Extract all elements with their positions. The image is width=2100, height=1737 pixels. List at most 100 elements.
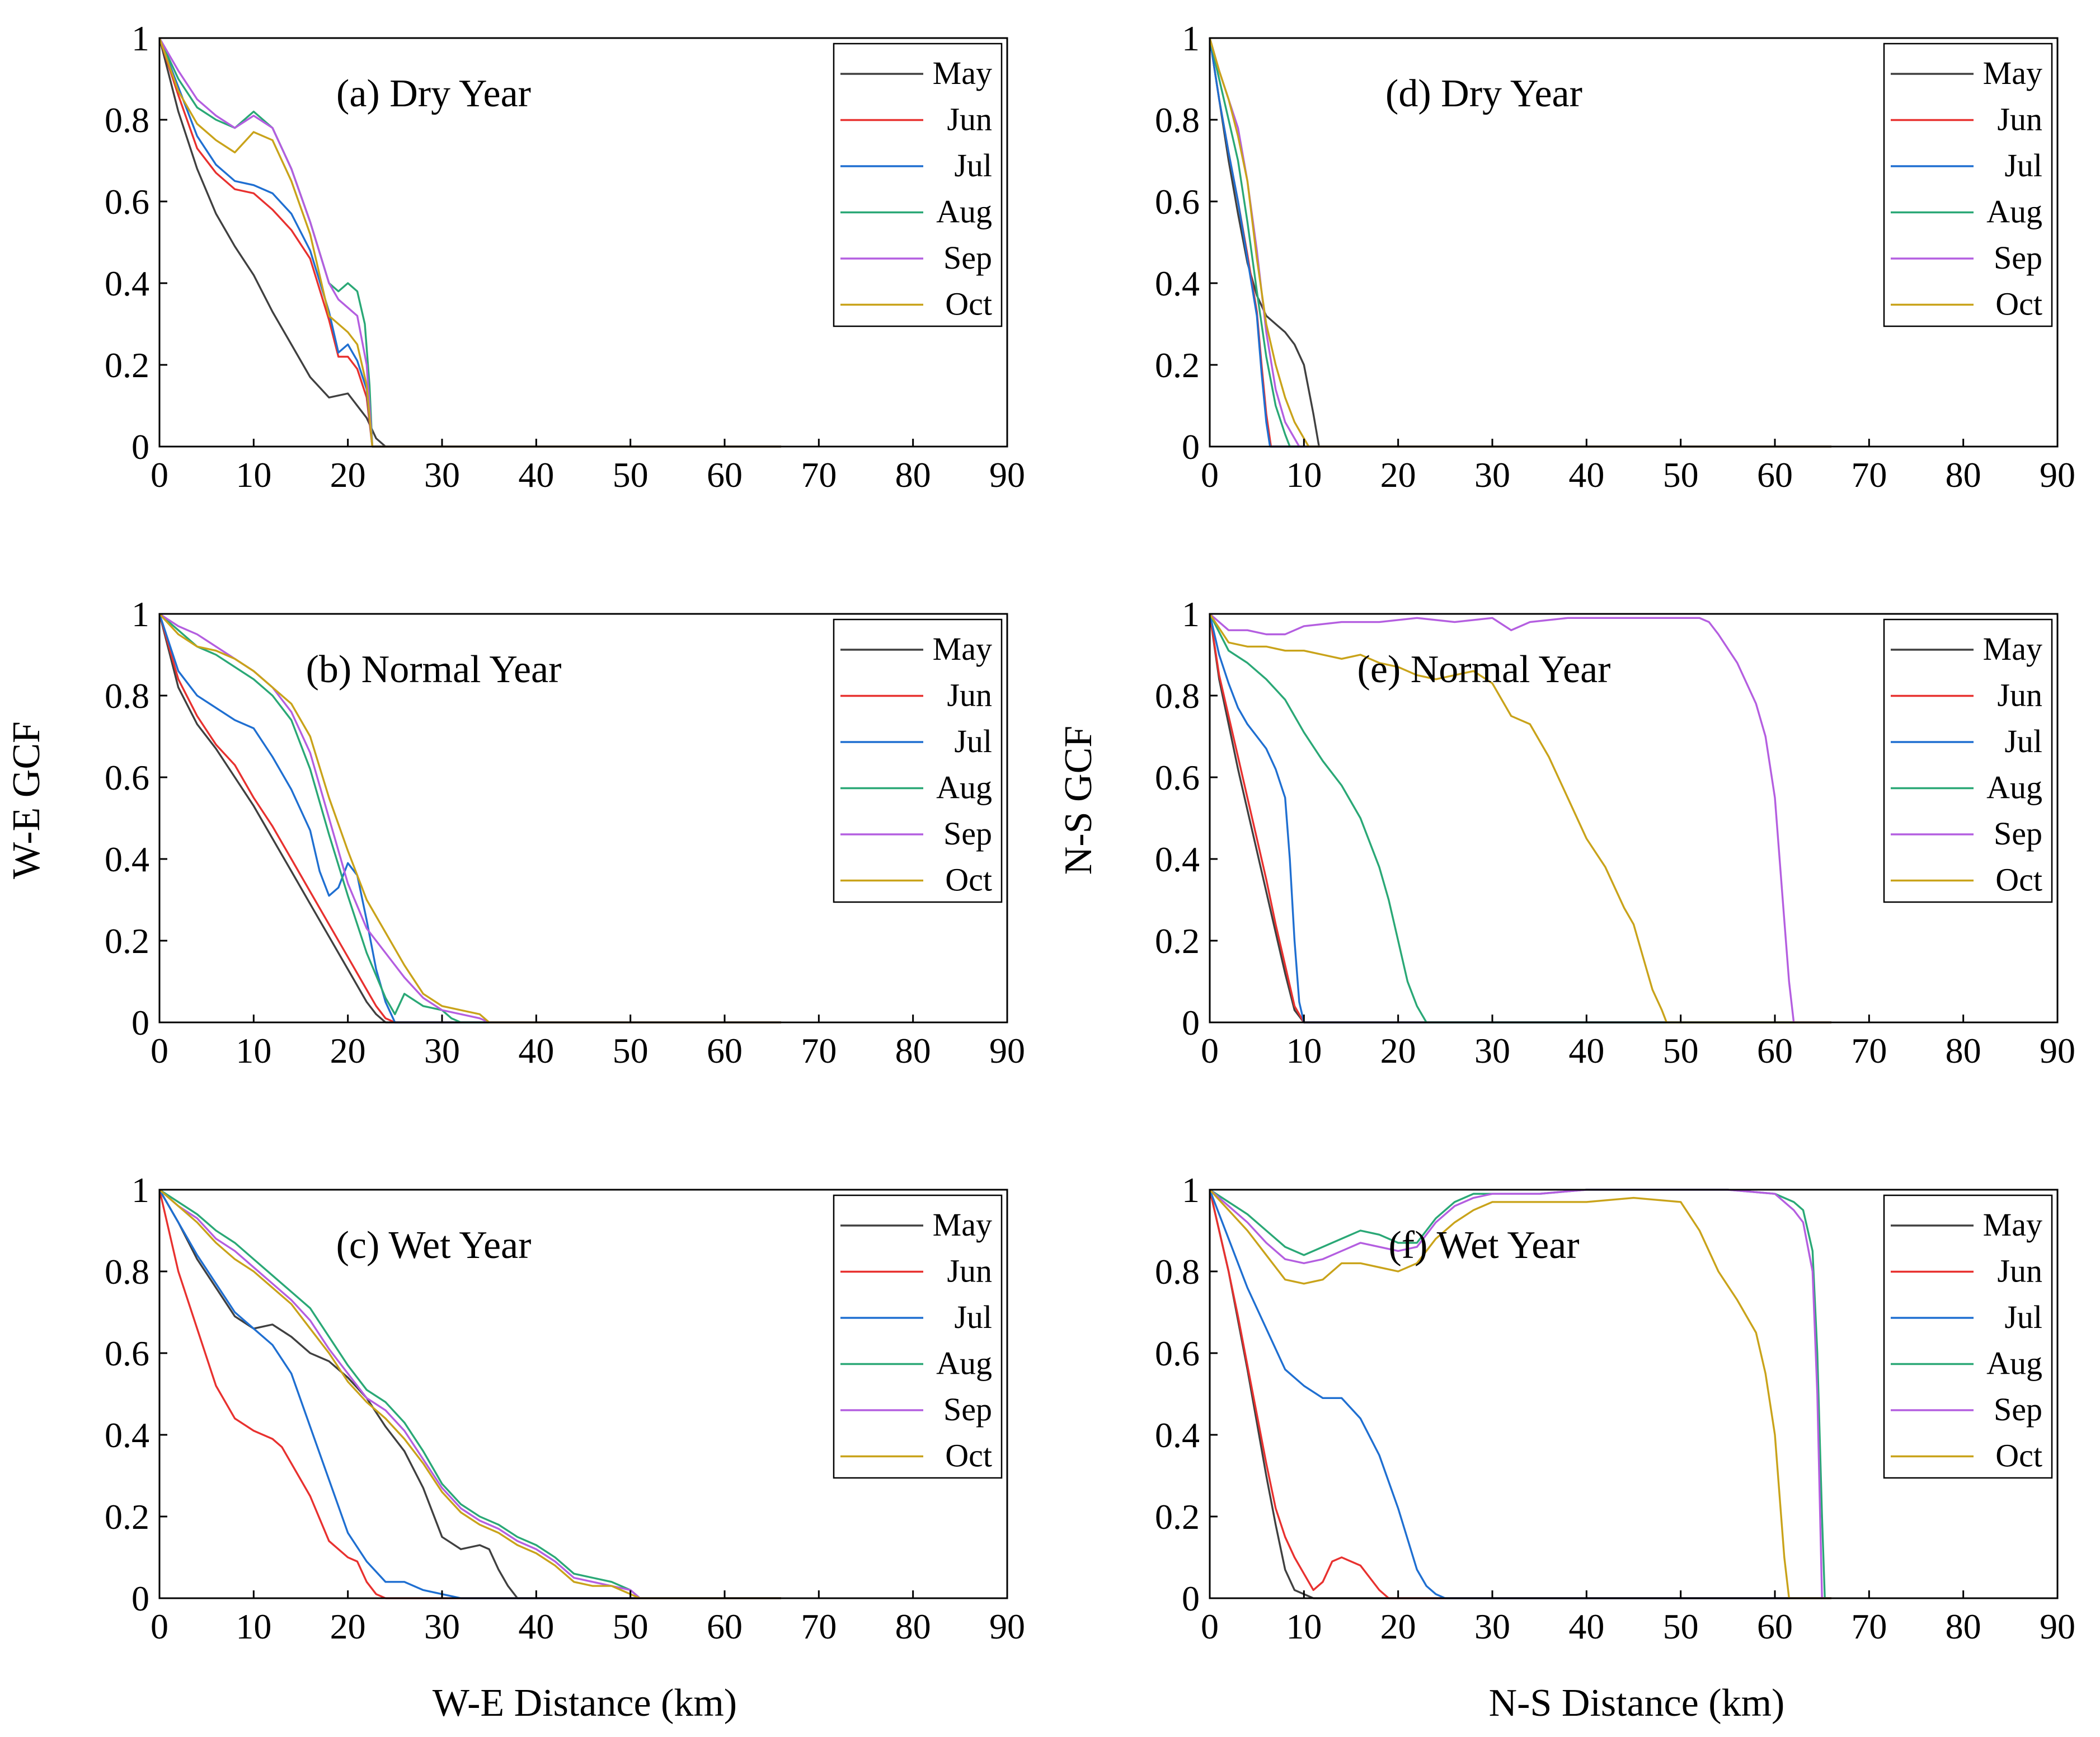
x-tick-label: 20 [1380,455,1416,495]
y-tick-label: 0 [1182,1579,1200,1618]
panel-e: 0 10 20 30 40 50 60 70 80 90 0 0.2 0.4 0.6 0.8 1 (e) Nor… [1155,594,2075,1071]
legend-label-aug: Aug [936,1345,992,1382]
x-tick-label: 90 [989,455,1025,495]
x-tick-label: 30 [424,1607,460,1646]
x-tick-label: 0 [1201,1607,1219,1646]
x-tick-label: 40 [1568,1031,1604,1071]
series-line-jun [158,1189,781,1599]
legend: May Jun Jul Aug Sep Oct [833,1194,1003,1479]
x-tick-label: 0 [151,1031,168,1071]
series-line-sep [158,1189,781,1599]
y-tick-label: 0.4 [105,1415,149,1455]
legend-label-aug: Aug [1986,1345,2042,1382]
x-tick-label: 50 [613,1031,649,1071]
y-tick-label: 0.4 [105,839,149,879]
x-tick-label: 60 [1757,1607,1793,1646]
legend-label-jun: Jun [1997,101,2042,138]
plot-frame [158,1189,1008,1599]
plot-frame [1209,37,2059,448]
legend-label-jun: Jun [1997,1253,2042,1289]
legend-label-aug: Aug [936,769,992,806]
x-tick-label: 80 [895,455,931,495]
y-tick-label: 0.8 [1155,100,1200,140]
x-tick-label: 0 [151,1607,168,1646]
y-tick-label: 0.8 [105,676,149,716]
legend-box [1883,1194,2053,1479]
series-line-sep [1209,613,1831,1024]
y-tick-label: 0.6 [1155,758,1200,797]
x-tick-label: 80 [895,1607,931,1646]
y-tick-label: 0 [1182,1003,1200,1043]
x-tick-label: 30 [424,1031,460,1071]
legend-label-jul: Jul [954,147,992,184]
y-tick-label: 0.4 [105,264,149,303]
x-tick-label: 20 [1380,1607,1416,1646]
legend-label-may: May [1983,631,2042,667]
x-tick-label: 10 [236,1031,271,1071]
x-tick-label: 10 [236,1607,271,1646]
x-tick-label: 50 [613,455,649,495]
series-line-aug [158,613,781,1024]
series-line-oct [1209,613,1831,1024]
y-tick-label: 0.2 [105,921,149,961]
panel-c: 0 10 20 30 40 50 60 70 80 90 0 0.2 0.4 0.6 0.8 1 (c) Wet… [105,1170,1025,1646]
x-tick-label: 60 [707,455,743,495]
panel-f: 0 10 20 30 40 50 60 70 80 90 0 0.2 0.4 0.6 0.8 1 (f) Wet… [1155,1170,2075,1646]
y-tick-label: 1 [131,18,149,58]
legend-box [833,618,1003,903]
series-line-may [1209,613,1831,1024]
legend-label-jul: Jul [2004,1299,2042,1335]
x-tick-label: 60 [1757,1031,1793,1071]
legend-label-jul: Jul [2004,147,2042,184]
y-tick-label: 1 [1182,1170,1200,1210]
y-tick-label: 0.2 [1155,921,1200,961]
legend-label-jun: Jun [947,677,992,713]
plot-frame [158,37,1008,448]
legend-box [833,43,1003,327]
x-tick-label: 10 [236,455,271,495]
series-line-jul [158,37,781,448]
legend: May Jun Jul Aug Sep Oct [833,43,1003,327]
y-tick-label: 0.4 [1155,839,1200,879]
y-tick-label: 0.4 [1155,1415,1200,1455]
legend-label-may: May [933,1206,992,1243]
x-tick-label: 20 [330,1607,366,1646]
y-tick-label: 0.8 [1155,676,1200,716]
legend-label-oct: Oct [1995,1438,2042,1474]
panel-title: (c) Wet Year [336,1224,532,1267]
series-line-jul [1209,37,1831,448]
x-tick-label: 80 [895,1031,931,1071]
legend-label-aug: Aug [936,194,992,230]
series-line-sep [158,37,781,448]
y-tick-label: 1 [131,594,149,634]
y-tick-label: 0.6 [1155,182,1200,222]
panel-title: (b) Normal Year [306,648,562,691]
x-tick-label: 20 [1380,1031,1416,1071]
legend-label-oct: Oct [1995,286,2042,322]
legend: May Jun Jul Aug Sep Oct [833,618,1003,903]
legend-label-may: May [1983,55,2042,91]
y-axis-title-left: W-E GCF [5,721,48,879]
x-tick-label: 50 [613,1607,649,1646]
y-tick-label: 0 [1182,427,1200,467]
x-tick-label: 60 [707,1607,743,1646]
series-line-jul [1209,1189,1831,1599]
x-tick-label: 20 [330,1031,366,1071]
legend-label-jul: Jul [2004,723,2042,759]
series-line-oct [1209,1189,1831,1599]
y-tick-label: 0.4 [1155,264,1200,303]
legend-label-jun: Jun [1997,677,2042,713]
series-line-jul [158,613,781,1024]
x-tick-label: 10 [1286,455,1322,495]
panel-title: (a) Dry Year [336,72,531,115]
series-line-may [158,613,781,1024]
y-axis-title-right: N-S GCF [1057,726,1100,875]
legend-label-aug: Aug [1986,194,2042,230]
series-line-oct [158,613,781,1024]
x-tick-label: 90 [2040,1031,2075,1071]
legend-label-jul: Jul [954,723,992,759]
legend-label-jul: Jul [954,1299,992,1335]
legend-label-sep: Sep [943,815,992,852]
